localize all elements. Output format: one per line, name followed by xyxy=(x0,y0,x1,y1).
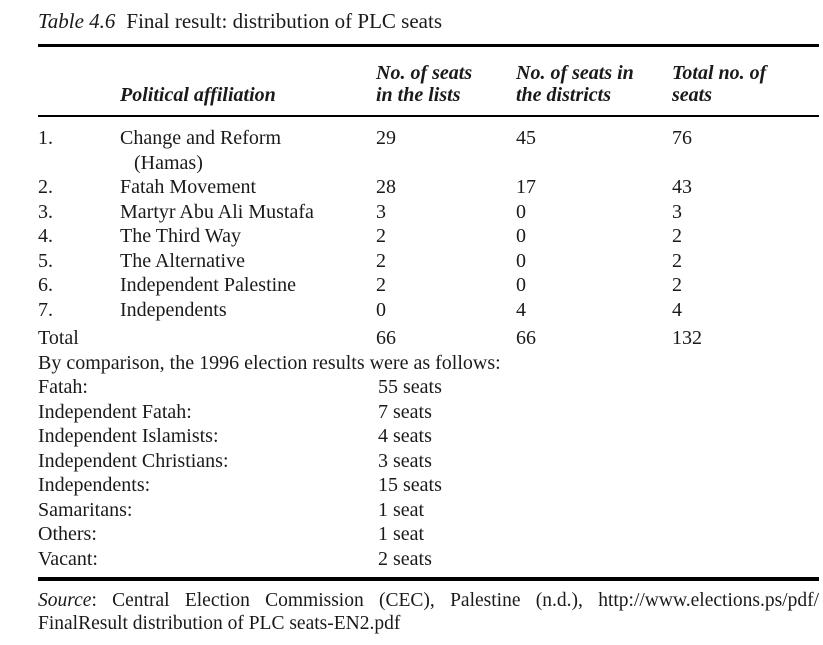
list-item: Others: 1 seat xyxy=(38,522,819,547)
seats-districts-value: 0 xyxy=(516,274,526,296)
affiliation-name: Independents xyxy=(120,298,227,321)
comparison-value: 1 seat xyxy=(378,498,425,521)
table-row: 2. Fatah Movement 28 17 43 xyxy=(38,175,819,200)
list-item: Independents: 15 seats xyxy=(38,473,819,498)
list-item: Fatah: 55 seats xyxy=(38,375,819,400)
comparison-label: Independents: xyxy=(38,474,151,496)
bottom-rule xyxy=(38,577,819,581)
row-number: 3. xyxy=(38,200,53,223)
comparison-intro: By comparison, the 1996 election results… xyxy=(38,351,501,374)
comparison-value: 1 seat xyxy=(378,523,425,545)
comparison-label: Fatah: xyxy=(38,376,88,398)
seats-districts-value: 0 xyxy=(516,200,526,223)
row-number: 2. xyxy=(38,176,53,198)
table-header-row: Political affiliation No. of seats in th… xyxy=(38,47,819,115)
comparison-label: Independent Islamists: xyxy=(38,425,219,447)
affiliation-name: Change and Reform (Hamas) xyxy=(120,126,376,175)
seats-total-value: 2 xyxy=(672,274,682,296)
row-number: 1. xyxy=(38,127,53,149)
seats-districts-value: 4 xyxy=(516,298,526,321)
row-number: 4. xyxy=(38,225,53,247)
column-header-affiliation: Political affiliation xyxy=(120,84,276,106)
source-line2: FinalResult distribution of PLC seats-EN… xyxy=(38,613,401,634)
affiliation-name: The Alternative xyxy=(120,249,245,272)
affiliation-name: The Third Way xyxy=(120,225,241,247)
table-row: 7. Independents 0 4 4 xyxy=(38,298,819,323)
table-row: 5. The Alternative 2 0 2 xyxy=(38,249,819,274)
seats-total-value: 43 xyxy=(672,176,692,198)
table-number: Table 4.6 xyxy=(38,9,116,33)
seats-total-value: 76 xyxy=(672,127,692,149)
seats-lists-value: 29 xyxy=(376,127,396,149)
affiliation-name: Fatah Movement xyxy=(120,176,257,198)
header-rule xyxy=(38,115,819,117)
seats-lists-value: 2 xyxy=(376,249,386,272)
comparison-label: Vacant: xyxy=(38,547,98,570)
seats-lists-value: 0 xyxy=(376,298,386,321)
comparison-value: 55 seats xyxy=(378,376,442,398)
table-row: 3. Martyr Abu Ali Mustafa 3 0 3 xyxy=(38,200,819,225)
table-row: 6. Independent Palestine 2 0 2 xyxy=(38,273,819,298)
total-lists-value: 66 xyxy=(376,327,396,349)
comparison-value: 3 seats xyxy=(378,449,432,472)
seats-total-value: 2 xyxy=(672,249,682,272)
seats-lists-value: 2 xyxy=(376,225,386,247)
seats-districts-value: 0 xyxy=(516,225,526,247)
list-item: Independent Fatah: 7 seats xyxy=(38,400,819,425)
source-note: Source: Central Election Commission (CEC… xyxy=(38,589,819,635)
affiliation-name-line2: (Hamas) xyxy=(134,151,203,174)
source-line1: Source: Central Election Commission (CEC… xyxy=(38,589,819,612)
comparison-value: 7 seats xyxy=(378,400,432,423)
list-item: Samaritans: 1 seat xyxy=(38,498,819,523)
comparison-value: 2 seats xyxy=(378,547,432,570)
seats-total-value: 3 xyxy=(672,200,682,223)
comparison-label: Independent Christians: xyxy=(38,449,229,472)
seats-lists-value: 2 xyxy=(376,274,386,296)
column-header-districts: No. of seats in the districts xyxy=(516,62,634,106)
comparison-list: Fatah: 55 seats Independent Fatah: 7 sea… xyxy=(38,375,819,571)
source-text: : Central Election Commission (CEC), Pal… xyxy=(91,590,819,611)
table-title: Table 4.6 Final result: distribution of P… xyxy=(38,0,819,34)
total-districts-value: 66 xyxy=(516,327,536,349)
affiliation-name: Martyr Abu Ali Mustafa xyxy=(120,200,314,223)
table-row: 4. The Third Way 2 0 2 xyxy=(38,224,819,249)
list-item: Independent Islamists: 4 seats xyxy=(38,424,819,449)
comparison-label: Samaritans: xyxy=(38,498,133,521)
total-label: Total xyxy=(38,327,79,349)
comparison-value: 15 seats xyxy=(378,474,442,496)
seats-lists-value: 3 xyxy=(376,200,386,223)
total-total-value: 132 xyxy=(672,327,702,349)
list-item: Independent Christians: 3 seats xyxy=(38,449,819,474)
seats-lists-value: 28 xyxy=(376,176,396,198)
comparison-label: Independent Fatah: xyxy=(38,400,192,423)
seats-districts-value: 17 xyxy=(516,176,536,198)
row-number: 6. xyxy=(38,274,53,296)
comparison-label: Others: xyxy=(38,523,97,545)
row-number: 7. xyxy=(38,298,53,321)
top-rule xyxy=(38,44,819,47)
table-body: 1. Change and Reform (Hamas) 29 45 76 2.… xyxy=(38,126,819,322)
table-row: 1. Change and Reform (Hamas) 29 45 76 xyxy=(38,126,819,175)
affiliation-name: Independent Palestine xyxy=(120,274,297,296)
table-caption: Final result: distribution of PLC seats xyxy=(126,9,442,33)
seats-districts-value: 0 xyxy=(516,249,526,272)
total-row: Total 66 66 132 xyxy=(38,326,819,351)
comparison-value: 4 seats xyxy=(378,425,432,447)
table-content: Table 4.6 Final result: distribution of P… xyxy=(38,0,819,635)
seats-total-value: 2 xyxy=(672,225,682,247)
seats-total-value: 4 xyxy=(672,298,682,321)
source-label: Source xyxy=(38,590,92,611)
seats-districts-value: 45 xyxy=(516,127,536,149)
list-item: Vacant: 2 seats xyxy=(38,547,819,572)
column-header-total: Total no. of seats xyxy=(672,62,767,106)
column-header-lists: No. of seats in the lists xyxy=(376,62,473,106)
row-number: 5. xyxy=(38,249,53,272)
